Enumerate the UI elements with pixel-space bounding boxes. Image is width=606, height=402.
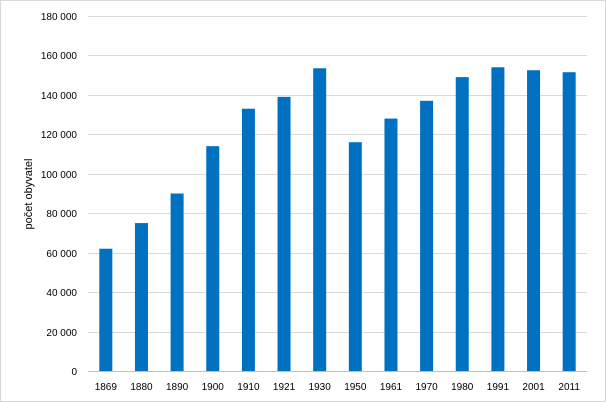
- y-tick-label: 140 000: [41, 91, 78, 102]
- y-tick-label: 180 000: [41, 12, 78, 23]
- x-tick-label: 1921: [273, 382, 296, 393]
- bar: [455, 77, 469, 371]
- bar: [384, 118, 398, 371]
- y-tick-label: 20 000: [46, 328, 77, 339]
- bar: [170, 193, 184, 371]
- y-tick-label: 80 000: [46, 209, 77, 220]
- gridlines: [88, 16, 587, 372]
- y-tick-label: 40 000: [46, 288, 77, 299]
- x-tick-label: 2001: [522, 382, 545, 393]
- y-tick-label: 0: [71, 367, 77, 378]
- bar: [277, 96, 291, 371]
- x-tick-label: 1991: [487, 382, 510, 393]
- x-tick-label: 1910: [237, 382, 260, 393]
- x-axis-ticks: 1869 1880 1890 1900 1910 1921 1930 1950 1961 1970…: [95, 382, 581, 393]
- x-tick-label: 1900: [202, 382, 225, 393]
- bar: [99, 248, 113, 371]
- x-tick-label: 1950: [344, 382, 367, 393]
- x-tick-label: 2011: [558, 382, 580, 393]
- bar: [562, 72, 576, 371]
- x-tick-label: 1970: [415, 382, 438, 393]
- bar: [313, 68, 327, 371]
- x-tick-label: 1880: [130, 382, 153, 393]
- y-tick-label: 160 000: [41, 51, 78, 62]
- bar: [241, 108, 255, 371]
- bar: [206, 146, 220, 371]
- y-tick-label: 120 000: [41, 130, 78, 141]
- bar: [527, 70, 541, 371]
- x-tick-label: 1869: [95, 382, 118, 393]
- bar: [420, 100, 434, 372]
- x-tick-label: 1980: [451, 382, 474, 393]
- y-tick-label: 100 000: [41, 170, 78, 181]
- x-tick-label: 1890: [166, 382, 189, 393]
- y-tick-label: 60 000: [46, 249, 77, 260]
- y-axis-title: počet obyvatel: [23, 159, 35, 230]
- bars: [99, 67, 576, 372]
- bar: [134, 223, 148, 371]
- x-tick-label: 1961: [380, 382, 403, 393]
- bar: [348, 142, 362, 371]
- bar: [491, 67, 505, 372]
- x-tick-label: 1930: [309, 382, 332, 393]
- y-axis-ticks: 0 20 000 40 000 60 000 80 000 100 000 120 000 1…: [41, 12, 78, 378]
